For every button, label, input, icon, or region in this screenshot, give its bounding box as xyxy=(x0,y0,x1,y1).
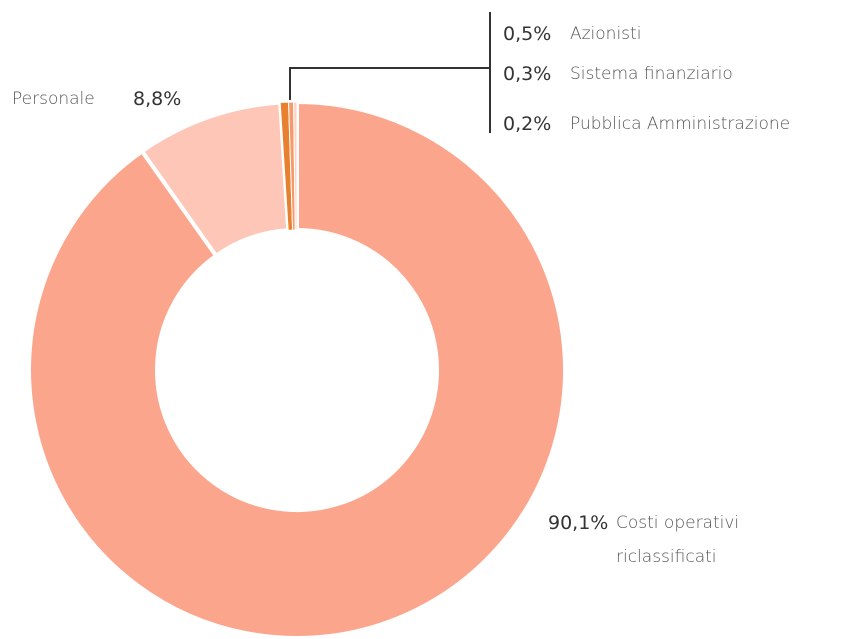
connector xyxy=(289,67,490,100)
value-label: 0,5% xyxy=(503,23,552,45)
category-label: Costi operativi riclassificati xyxy=(616,513,740,567)
slice xyxy=(293,101,298,231)
category-label: Azionisti xyxy=(570,24,642,44)
category-label: Personale xyxy=(12,89,95,109)
value-label: 90,1% xyxy=(548,512,609,534)
slice xyxy=(27,99,567,639)
slices xyxy=(27,99,567,639)
value-label: 8,8% xyxy=(133,88,182,110)
category-label: Sistema finanziario xyxy=(570,64,733,84)
value-label: 0,3% xyxy=(503,63,552,85)
value-label: 0,2% xyxy=(503,113,552,135)
category-label: Pubblica Amministrazione xyxy=(570,114,791,134)
